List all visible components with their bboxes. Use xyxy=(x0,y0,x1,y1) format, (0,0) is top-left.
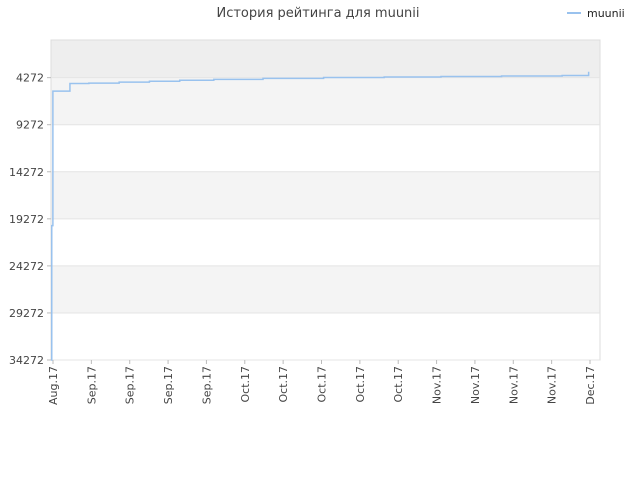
grid-lines xyxy=(51,77,600,361)
x-tick-label: Sep.17 xyxy=(85,366,98,404)
plot-band xyxy=(51,77,600,125)
x-tick-label: Oct.17 xyxy=(239,366,252,403)
plot-band xyxy=(51,218,600,266)
x-tick-label: Nov.17 xyxy=(507,366,520,404)
x-tick-label: Nov.17 xyxy=(546,366,559,404)
x-axis: Aug.17 Sep.17 Sep.17 Sep.17 Sep.17 Oct.17 Oct.… xyxy=(47,360,597,405)
plot-band xyxy=(51,171,600,219)
x-tick-label: Nov.17 xyxy=(431,366,444,404)
legend[interactable]: muunii xyxy=(567,7,625,20)
y-axis: 4272 9272 14272 19272 24272 29272 34272 xyxy=(9,72,51,367)
x-tick-label: Sep.17 xyxy=(124,366,137,404)
series-lines xyxy=(51,71,590,361)
x-tick-label: Oct.17 xyxy=(316,366,329,403)
y-tick-label: 4272 xyxy=(16,72,44,85)
chart-title: История рейтинга для muunii xyxy=(216,6,419,21)
x-tick-label: Oct.17 xyxy=(277,366,290,403)
y-tick-label: 14272 xyxy=(9,166,44,179)
x-tick-label: Oct.17 xyxy=(392,366,405,403)
x-tick-label: Dec.17 xyxy=(584,366,597,405)
plot-band xyxy=(51,265,600,313)
y-tick-label: 24272 xyxy=(9,260,44,273)
plot-band xyxy=(51,124,600,172)
y-tick-label: 9272 xyxy=(16,119,44,132)
x-tick-label: Aug.17 xyxy=(47,366,60,405)
y-tick-label: 34272 xyxy=(9,354,44,367)
y-tick-label: 29272 xyxy=(9,307,44,320)
plot-band xyxy=(51,312,600,360)
x-tick-label: Sep.17 xyxy=(200,366,213,404)
x-tick-label: Sep.17 xyxy=(162,366,175,404)
series-line-muunii xyxy=(51,71,590,361)
plot-band xyxy=(51,40,600,78)
x-tick-label: Nov.17 xyxy=(469,366,482,404)
x-tick-label: Oct.17 xyxy=(354,366,367,403)
legend-label-muunii: muunii xyxy=(587,7,625,20)
y-tick-label: 19272 xyxy=(9,213,44,226)
plot-background xyxy=(50,39,601,361)
